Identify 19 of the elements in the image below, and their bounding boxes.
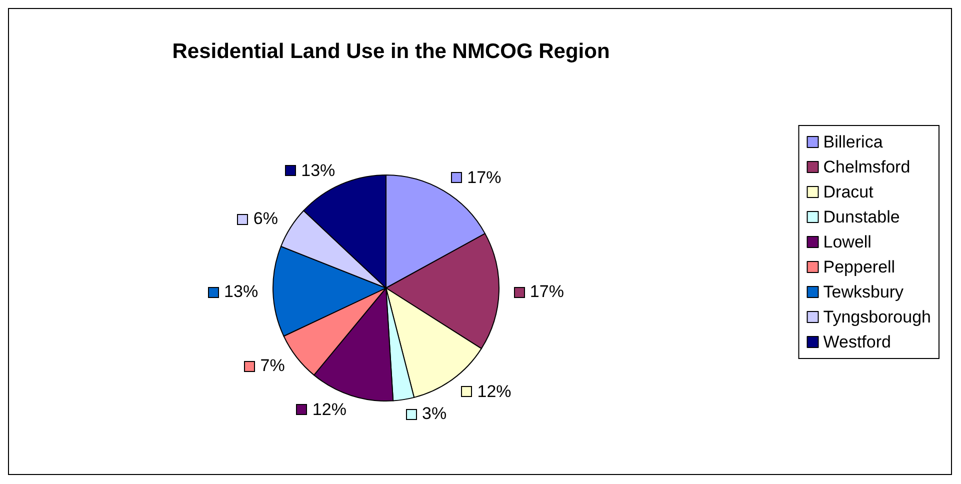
data-label: 12% [312, 398, 346, 421]
legend-label: Dracut [823, 182, 874, 202]
chart-title: Residential Land Use in the NMCOG Region [172, 40, 610, 63]
legend-label: Tyngsborough [823, 308, 932, 326]
data-label: 6% [253, 208, 278, 230]
legend-label: Billerica [823, 132, 884, 152]
data-label: 17% [467, 166, 502, 189]
legend-label: Pepperell [823, 258, 896, 276]
legend-label: Chelmsford [823, 158, 910, 176]
legend-label: Tewksbury [823, 282, 904, 302]
data-label: 3% [422, 403, 447, 426]
legend-label: Dunstable [823, 208, 900, 226]
legend-label: Westford [823, 332, 891, 352]
data-label: 13% [301, 160, 336, 182]
data-label: 7% [260, 355, 285, 378]
data-label: 12% [477, 380, 512, 403]
data-label: 17% [530, 281, 564, 304]
legend-label: Lowell [823, 232, 872, 252]
data-label: 13% [224, 281, 258, 304]
